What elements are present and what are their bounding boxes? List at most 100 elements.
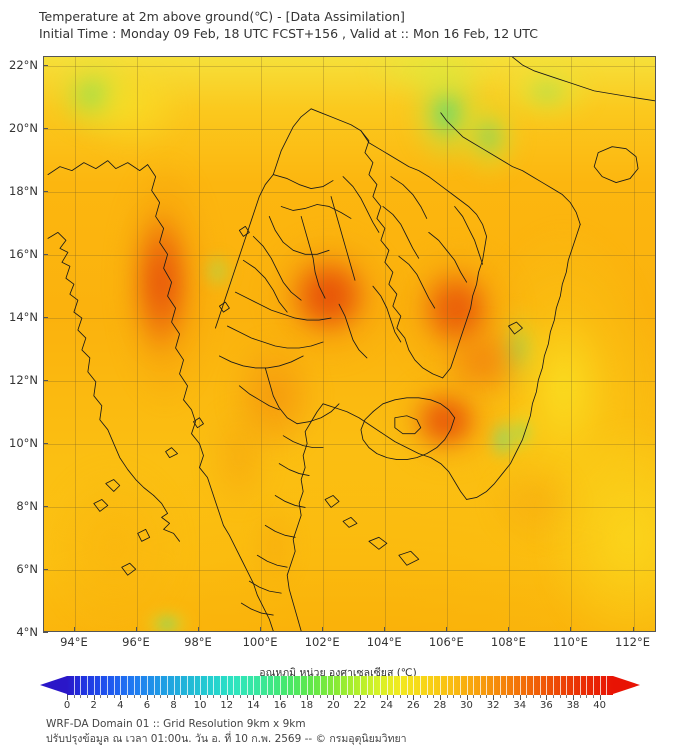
colorbar-segment-divider [353, 676, 355, 695]
colorbar-segment-divider [320, 676, 322, 695]
colorbar-segment-divider [120, 676, 122, 695]
x-tick-label: 110°E [552, 635, 588, 649]
footer-model-info: WRF-DA Domain 01 :: Grid Resolution 9km … [46, 718, 306, 730]
colorbar-tick [146, 695, 148, 700]
colorbar-segment-divider [193, 676, 195, 695]
colorbar-tick [160, 695, 162, 698]
colorbar-tick [280, 695, 282, 700]
colorbar-tick-label: 10 [193, 700, 207, 711]
colorbar-tick [493, 695, 495, 700]
x-tick-label: 108°E [490, 635, 526, 649]
colorbar-segment-divider [140, 676, 142, 695]
colorbar-tick [486, 695, 488, 698]
colorbar-segment-divider [226, 676, 228, 695]
colorbar-tick [286, 695, 288, 698]
colorbar-segment-divider [246, 676, 248, 695]
colorbar-segment-divider [373, 676, 375, 695]
colorbar-segment-divider [533, 676, 535, 695]
colorbar-tick [353, 695, 355, 698]
colorbar-tick [300, 695, 302, 698]
colorbar-tick [186, 695, 188, 698]
colorbar-tick [173, 695, 175, 700]
colorbar-tick [466, 695, 468, 700]
colorbar-tick [573, 695, 575, 700]
colorbar-segment-divider [399, 676, 401, 695]
colorbar-segment-divider [113, 676, 115, 695]
colorbar-segment-divider [293, 676, 295, 695]
colorbar-segment-divider [379, 676, 381, 695]
colorbar-segment-divider [499, 676, 501, 695]
colorbar-segment-divider [300, 676, 302, 695]
colorbar-segment-divider [186, 676, 188, 695]
map-boundaries [44, 57, 655, 631]
colorbar-tick [106, 695, 108, 698]
colorbar-tick [419, 695, 421, 698]
y-tick-label: 12°N [9, 372, 38, 387]
colorbar-tick [100, 695, 102, 698]
y-tick-label: 8°N [16, 498, 38, 513]
colorbar-segment-divider [573, 676, 575, 695]
colorbar-segment-divider [133, 676, 135, 695]
colorbar-tick [566, 695, 568, 698]
colorbar-tick [446, 695, 448, 698]
colorbar-segment-divider [233, 676, 235, 695]
colorbar-tick [226, 695, 228, 700]
colorbar-segment-divider [213, 676, 215, 695]
colorbar-tick [260, 695, 262, 698]
colorbar-tick [366, 695, 368, 698]
colorbar-segment-divider [280, 676, 282, 695]
colorbar-tick [67, 695, 68, 700]
colorbar-segment-divider [426, 676, 428, 695]
colorbar-tick [126, 695, 128, 698]
colorbar-tick [86, 695, 88, 698]
colorbar-tick [553, 695, 555, 698]
colorbar-segment-divider [519, 676, 521, 695]
colorbar-segment-divider [160, 676, 162, 695]
colorbar-tick [579, 695, 581, 698]
colorbar-segment-divider [559, 676, 561, 695]
colorbar-segment-divider [459, 676, 461, 695]
colorbar-tick [213, 695, 215, 698]
colorbar-segment-divider [340, 676, 341, 695]
colorbar-segment-divider [200, 676, 202, 695]
colorbar-tick [379, 695, 381, 698]
y-tick-label: 6°N [16, 561, 38, 576]
colorbar-segment-divider [153, 676, 155, 695]
colorbar-tick-label: 2 [90, 700, 97, 711]
colorbar-tick [340, 695, 341, 698]
colorbar-tick [313, 695, 315, 698]
colorbar-tick [426, 695, 428, 698]
y-tick-label: 10°N [9, 435, 38, 450]
colorbar-segment-divider [326, 676, 328, 695]
colorbar-tick-label: 36 [540, 700, 553, 711]
colorbar-tick [306, 695, 308, 700]
colorbar-tick [253, 695, 255, 700]
colorbar-segment-divider [453, 676, 455, 695]
colorbar-tick [546, 695, 548, 700]
chart-header: Temperature at 2m above ground(℃) - [Dat… [39, 8, 659, 42]
hot-blob-peninsula [240, 487, 310, 607]
colorbar-tick [120, 695, 122, 700]
colorbar-tick [359, 695, 361, 700]
colorbar-tick [413, 695, 415, 700]
colorbar-segment-divider [333, 676, 335, 695]
colorbar-segment-divider [479, 676, 481, 695]
colorbar-segment-divider [599, 676, 601, 695]
colorbar-tick [559, 695, 561, 698]
map-frame [43, 56, 656, 632]
colorbar-tick [473, 695, 475, 698]
colorbar-tick [153, 695, 155, 698]
colorbar-segment-divider [593, 676, 595, 695]
colorbar-tick-label: 18 [300, 700, 314, 711]
colorbar-segment-divider [506, 676, 508, 695]
colorbar-segment-divider [206, 676, 208, 695]
colorbar-tick [399, 695, 401, 698]
x-tick-label: 104°E [366, 635, 402, 649]
colorbar-segment-divider [346, 676, 348, 695]
colorbar-tick-label: 0 [63, 700, 71, 711]
colorbar-tick [533, 695, 535, 698]
colorbar-segment-divider [126, 676, 128, 695]
colorbar-tick [479, 695, 481, 698]
colorbar-segment-divider [493, 676, 495, 695]
colorbar-segment-divider [266, 676, 268, 695]
